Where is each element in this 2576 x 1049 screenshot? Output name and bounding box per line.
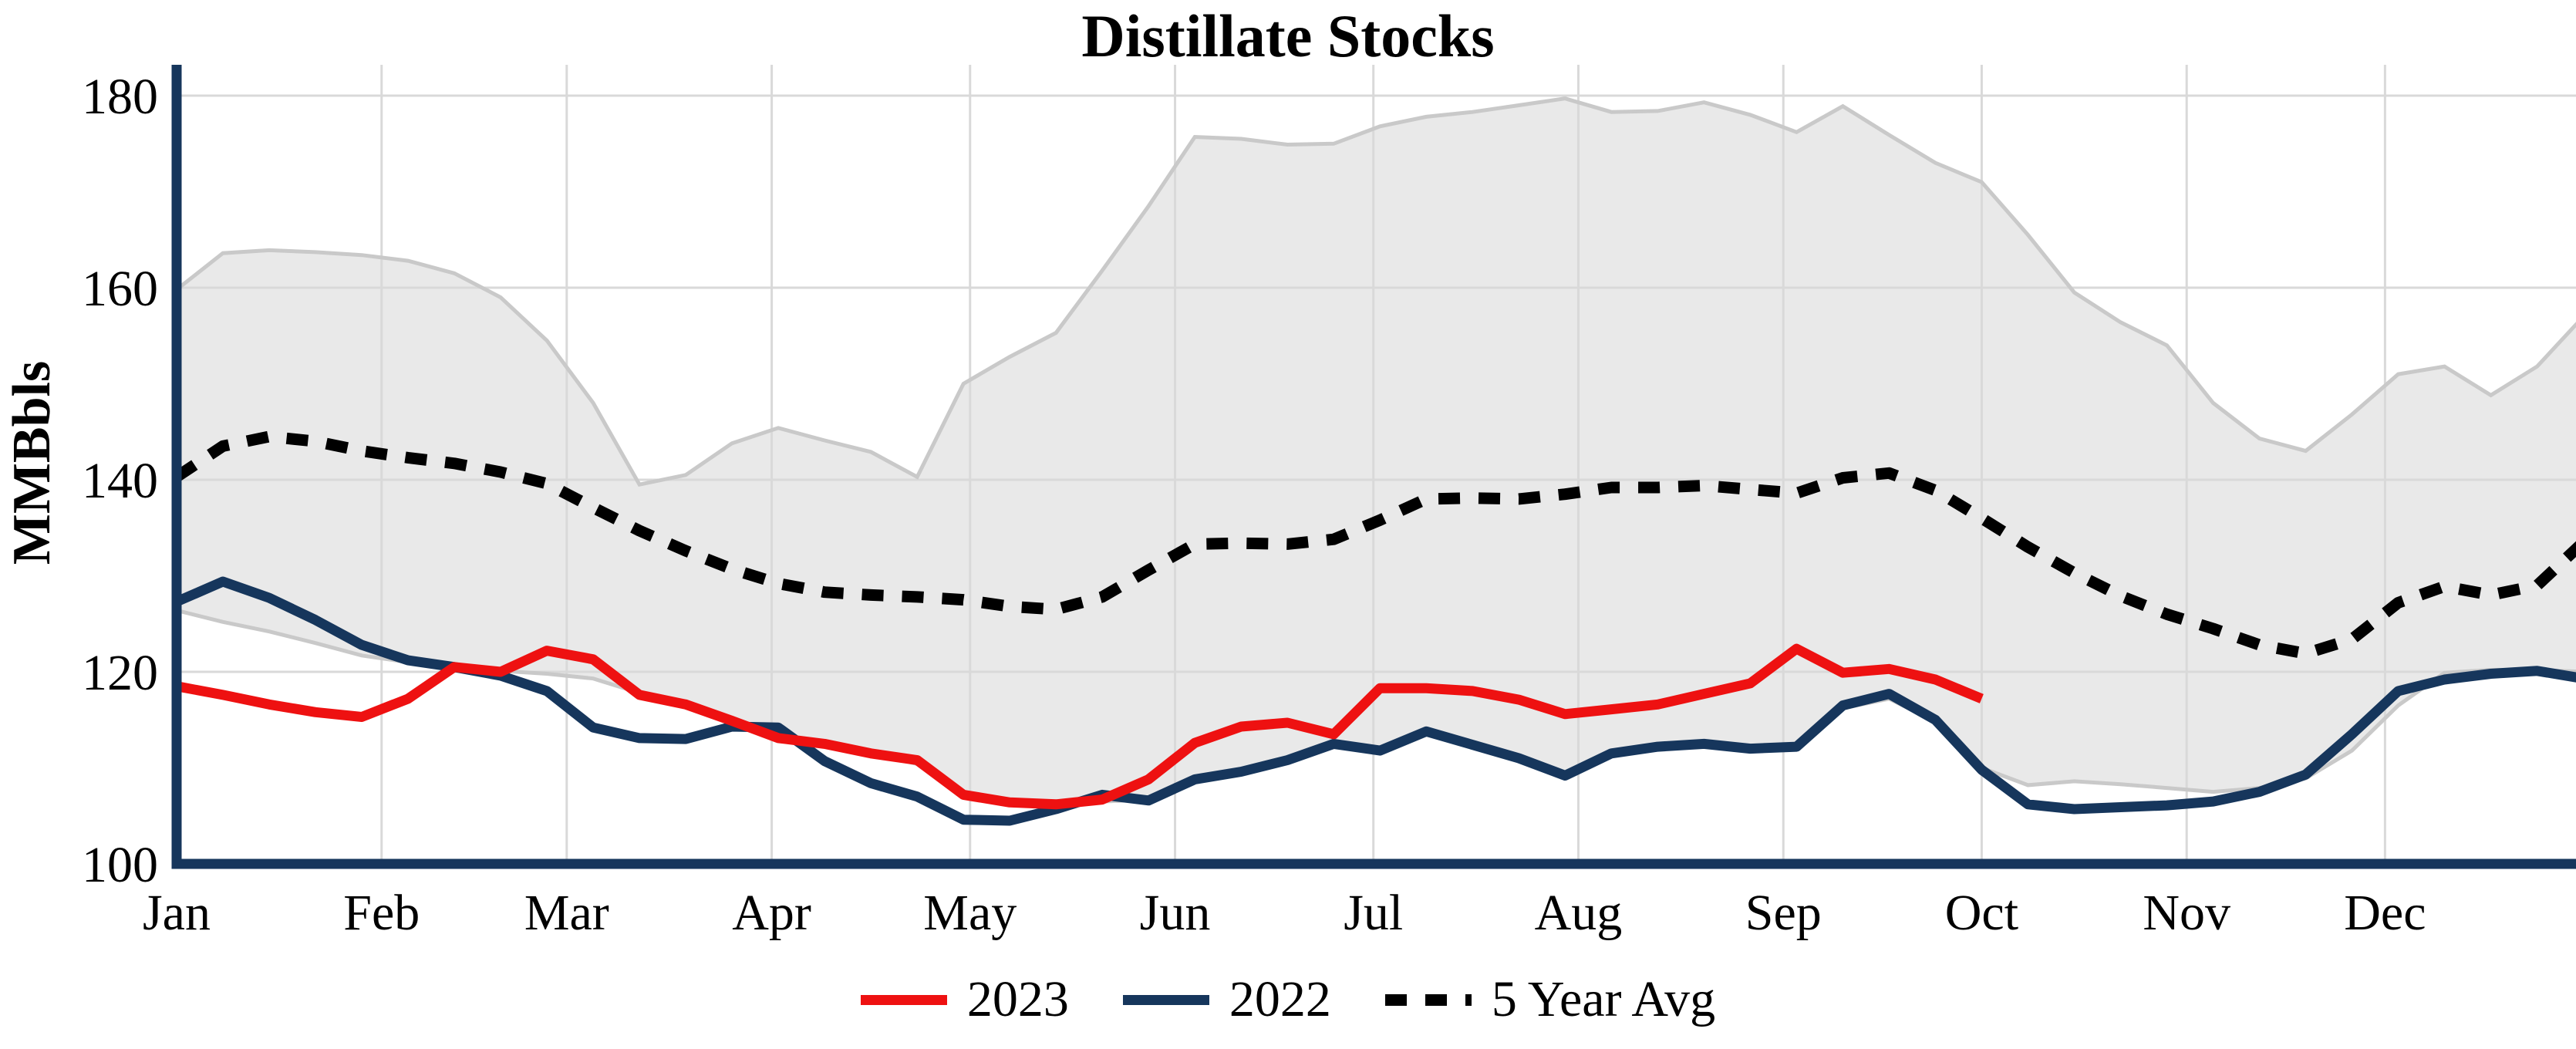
x-month-label: Jun (1140, 885, 1211, 941)
x-month-label: Mar (524, 885, 609, 941)
x-month-label: Apr (732, 885, 811, 941)
legend-swatch (1122, 994, 1209, 1005)
x-month-label: Aug (1535, 885, 1623, 941)
series-2023-line (175, 643, 1984, 810)
x-month-label: Sep (1745, 885, 1822, 941)
chart-title: Distillate Stocks (1081, 2, 1495, 69)
y-tick-label: 160 (82, 261, 158, 317)
x-month-label: Feb (343, 885, 420, 941)
legend: 2023 2022 5 Year Avg (0, 970, 2576, 1029)
x-month-label: Oct (1945, 885, 2018, 941)
y-tick-label: 120 (82, 645, 158, 701)
legend-item-2022: 2022 (1122, 970, 1331, 1029)
y-tick-label: 180 (82, 69, 158, 125)
y-tick-label: 100 (82, 837, 158, 893)
legend-item-2023: 2023 (860, 970, 1069, 1029)
five-year-range-band (177, 98, 2576, 807)
series-5-year-avg-line (173, 430, 2576, 659)
gridlines (177, 65, 2576, 864)
x-month-label: May (923, 885, 1017, 941)
legend-label: 2022 (1229, 971, 1331, 1027)
series-2022-line (174, 576, 2576, 826)
x-month-label: Jan (143, 885, 211, 941)
legend-swatch (860, 994, 947, 1005)
legend-swatch (1384, 993, 1472, 1006)
legend-label: 5 Year Avg (1491, 971, 1716, 1027)
x-month-label: Nov (2143, 885, 2230, 941)
five-year-max-line (175, 96, 2576, 487)
x-month-label: Dec (2344, 885, 2426, 941)
y-tick-label: 140 (82, 453, 158, 509)
x-month-label: Jul (1344, 885, 1403, 941)
legend-label: 2023 (966, 971, 1069, 1027)
legend-item-5-year-avg: 5 Year Avg (1384, 970, 1716, 1029)
